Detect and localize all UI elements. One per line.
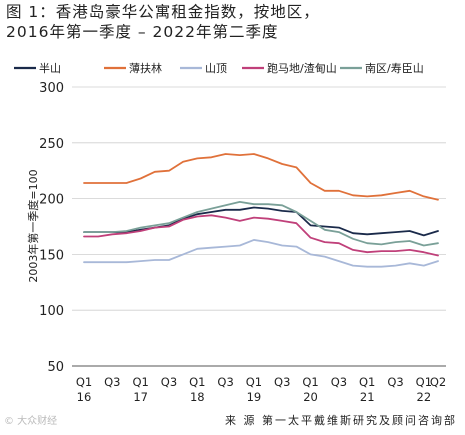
x-tick-year-0: 16 xyxy=(77,390,92,404)
x-tick-year-4: 17 xyxy=(133,390,148,404)
y-tick-label-150: 150 xyxy=(39,248,64,263)
y-tick-label-200: 200 xyxy=(39,193,64,208)
series-line-2 xyxy=(83,239,439,268)
x-tick-label-22: Q3 xyxy=(387,375,403,389)
x-tick-year-8: 18 xyxy=(190,390,205,404)
legend-label-3: 跑马地/渣甸山 xyxy=(267,61,337,75)
x-tick-label-24: Q1 xyxy=(416,375,432,389)
legend-label-0: 半山 xyxy=(39,61,61,75)
series-line-1 xyxy=(83,153,439,201)
x-tick-label-16: Q1 xyxy=(302,375,318,389)
watermark: © 大众财经 xyxy=(4,416,58,427)
x-tick-label-8: Q1 xyxy=(189,375,205,389)
legend-label-4: 南区/寿臣山 xyxy=(365,61,424,75)
x-tick-year-16: 20 xyxy=(303,390,318,404)
x-tick-year-12: 19 xyxy=(247,390,262,404)
x-tick-year-20: 21 xyxy=(360,390,375,404)
y-axis-label: 2003年第一季度=100 xyxy=(26,169,40,282)
x-tick-label-2: Q3 xyxy=(104,375,120,389)
series-line-3 xyxy=(83,214,439,257)
x-tick-label-18: Q3 xyxy=(331,375,347,389)
series-line-0 xyxy=(83,206,439,237)
y-tick-label-50: 50 xyxy=(47,360,64,375)
series-lines xyxy=(83,153,439,268)
grid-lines xyxy=(72,86,446,367)
legend: 半山 薄扶林 山顶 跑马地/渣甸山 南区/寿臣山 xyxy=(14,61,424,75)
source-note: 来 源 第一太平戴维斯研究及顾问咨询部 xyxy=(225,414,457,427)
y-axis-ticks: 50 100 150 200 250 300 xyxy=(39,81,64,375)
y-tick-label-250: 250 xyxy=(39,137,64,152)
chart-title-line-1: 图 1：香港岛豪华公寓租金指数，按地区， xyxy=(6,3,320,21)
x-tick-label-0: Q1 xyxy=(76,375,92,389)
y-tick-label-300: 300 xyxy=(39,81,64,96)
chart-title-line-2: 2016年第一季度 – 2022年第二季度 xyxy=(6,23,279,41)
x-tick-label-12: Q1 xyxy=(246,375,262,389)
legend-label-2: 山顶 xyxy=(205,62,227,75)
x-tick-label-14: Q3 xyxy=(274,375,290,389)
x-tick-label-10: Q3 xyxy=(217,375,233,389)
x-tick-year-24: 22 xyxy=(417,390,432,404)
x-tick-label-4: Q1 xyxy=(132,375,148,389)
legend-label-1: 薄扶林 xyxy=(129,61,162,75)
chart-title: 图 1：香港岛豪华公寓租金指数，按地区， 2016年第一季度 – 2022年第二… xyxy=(6,2,456,42)
x-tick-label-6: Q3 xyxy=(161,375,177,389)
x-tick-label-20: Q1 xyxy=(359,375,375,389)
y-tick-label-100: 100 xyxy=(39,304,64,319)
x-tick-label-25: Q2 xyxy=(430,375,446,389)
series-line-4 xyxy=(83,201,439,247)
